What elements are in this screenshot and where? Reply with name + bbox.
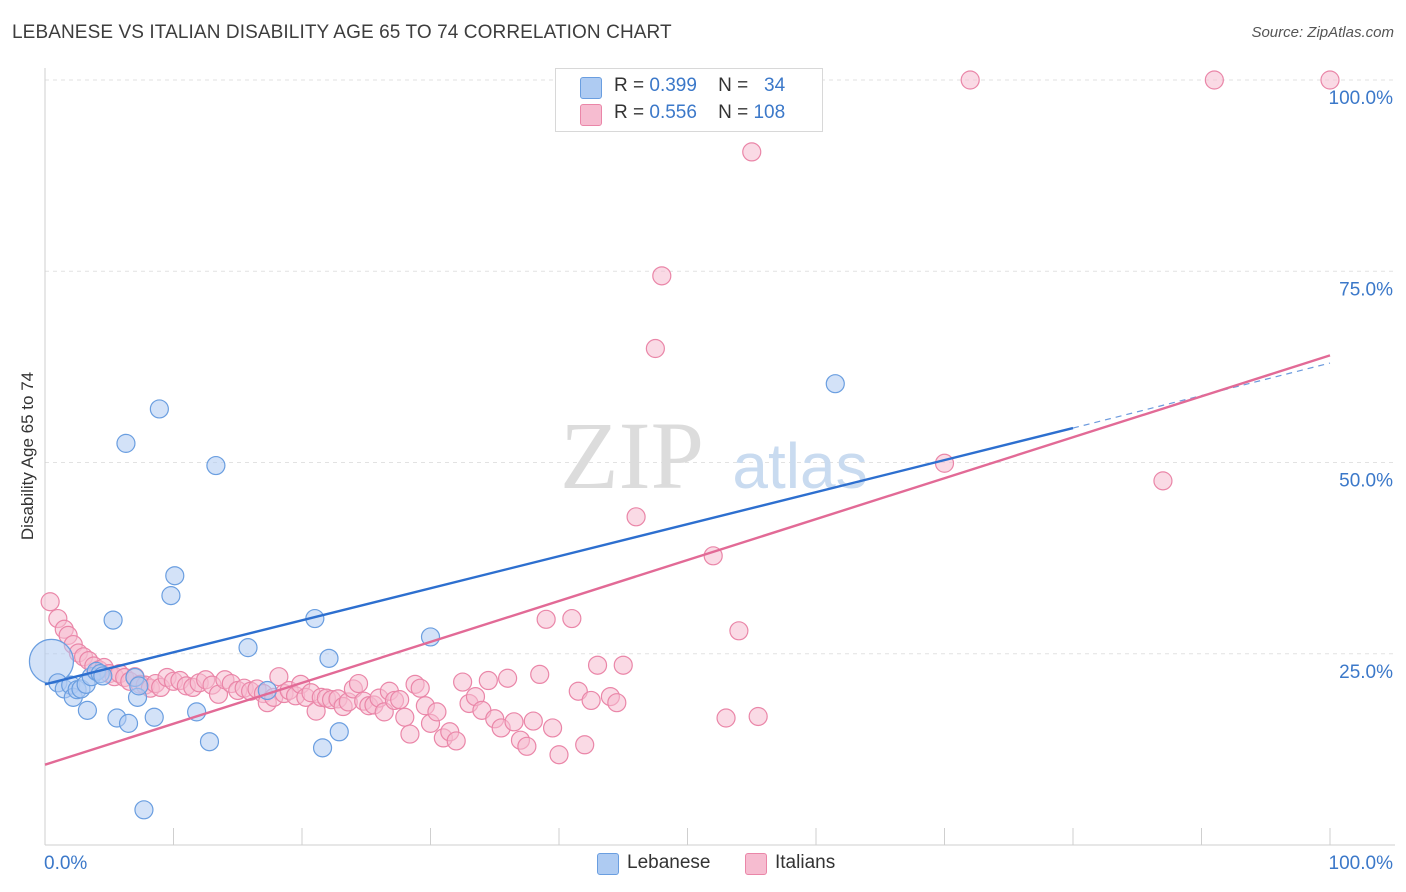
italians-point [1153,471,1173,491]
italians-point [562,608,582,629]
legend-r-label: R = [614,75,645,96]
italians-point [1320,70,1340,90]
lebanese-swatch-icon [580,77,602,99]
bottom-legend-lebanese-label: Lebanese [627,852,711,873]
italians-point [517,736,537,756]
grid-lines [45,79,1395,655]
y-tick-label: 50.0% [1339,471,1393,492]
lebanese-point [129,676,149,696]
lebanese-point [199,732,220,752]
italians-point [523,711,543,731]
lebanese-point [116,433,136,453]
legend-n-value: 34 [764,75,786,96]
chart-title: LEBANESE VS ITALIAN DISABILITY AGE 65 TO… [12,22,672,43]
lebanese-point [329,722,349,742]
legend-n-label: N = [718,75,749,96]
italians-point [575,735,595,755]
x-tick-label: 100.0% [1329,853,1394,874]
italians-point [729,621,749,641]
lebanese-points [28,374,845,820]
lebanese-point [206,455,226,476]
italians-point [427,702,447,722]
watermark-zip: ZIP [560,402,704,509]
italians-point [395,707,415,727]
italians-point [581,690,601,711]
italians-point [645,338,665,359]
italians-point [716,708,736,728]
bottom-legend-italians-label: Italians [775,852,836,873]
italians-trend-line [44,354,1331,766]
tick-labels: 25.0% 50.0% 75.0% 100.0% 0.0% 100.0% [44,88,1393,874]
y-tick-label: 75.0% [1339,279,1393,300]
lebanese-point [825,374,845,394]
legend-n-value: 108 [753,102,786,123]
italians-point [607,693,627,713]
lebanese-point [165,566,185,586]
italians-point [390,690,410,710]
italians-point [478,670,498,691]
italians-point [504,712,524,732]
italians-point [549,745,569,765]
legend-n-label: N = [718,102,749,123]
lebanese-point [77,700,98,720]
legend-r-value: 0.556 [649,102,697,123]
source-label: Source: ZipAtlas.com [1251,24,1394,41]
italians-point [587,655,608,675]
watermark: ZIP atlas [560,402,868,509]
lebanese-point [161,586,181,606]
italians-point [498,668,518,688]
watermark-atlas: atlas [732,430,867,502]
italians-point [530,664,550,685]
italians-point [1204,70,1224,90]
lebanese-swatch-icon [597,853,619,875]
x-tick-label: 0.0% [44,853,87,874]
lebanese-point [134,800,154,820]
lebanese-point [238,638,258,658]
italians-point [348,673,369,694]
italians-point [652,266,672,286]
italians-point [400,724,420,744]
italians-point [626,507,646,527]
italians-point [742,142,762,162]
lebanese-point [319,648,339,668]
legend-r-value: 0.399 [649,75,697,96]
italians-point [40,592,60,612]
lebanese-point [144,707,164,727]
italians-point [960,70,980,90]
y-axis-title: Disability Age 65 to 74 [18,371,37,541]
trend-lines [44,354,1331,766]
italians-point [934,453,955,473]
italians-point [542,718,563,738]
italians-point [453,672,473,692]
italians-swatch-icon [580,104,602,126]
italians-point [748,706,768,727]
italians-swatch-icon [745,853,767,875]
lebanese-trend-line [44,426,1074,686]
italians-point [446,731,466,751]
y-tick-label: 100.0% [1329,88,1394,109]
lebanese-point [118,713,139,733]
italians-point [410,678,430,698]
lebanese-point [312,738,333,758]
y-tick-label: 25.0% [1339,662,1393,683]
lebanese-point [103,610,123,630]
italians-point [536,609,556,629]
lebanese-point [149,399,169,419]
italians-point [613,655,633,675]
axes [44,68,1395,846]
stats-legend: R = 0.399 N = 34 R = 0.556 N = 108 [555,68,823,132]
lebanese-point [187,702,207,722]
legend-r-label: R = [614,102,645,123]
